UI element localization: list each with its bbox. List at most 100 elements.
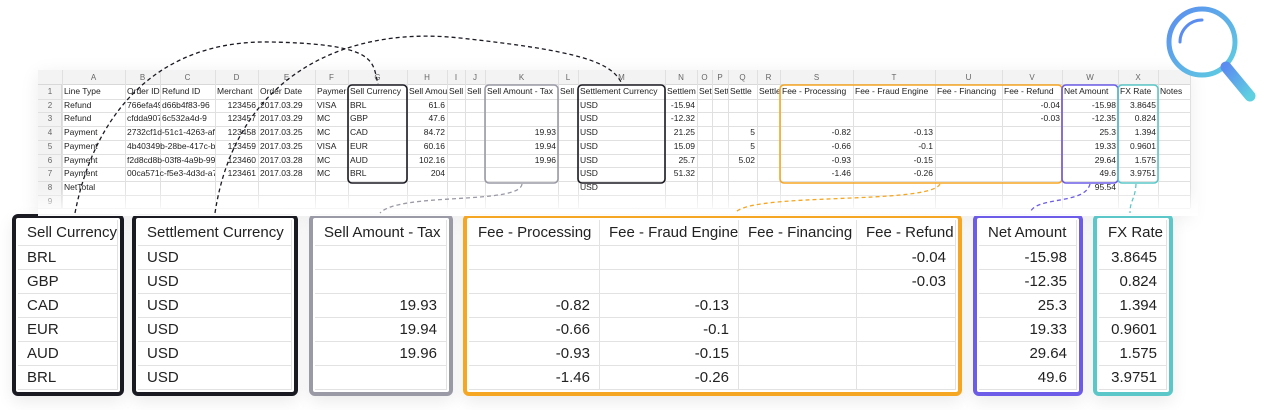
sheet-cell: Sell Amou: [409, 86, 447, 96]
sheet-cell: -0.82: [831, 127, 851, 138]
sheet-cell: FX Rate: [1120, 86, 1152, 96]
sheet-cell: Fee - Fraud Engine: [855, 86, 929, 96]
sheet-cell: Settle: [759, 86, 780, 96]
sheet-cell: 123459: [227, 140, 256, 151]
panel-cell: [315, 270, 447, 294]
sheet-cell: MC: [317, 168, 331, 179]
column-letter: R: [765, 73, 772, 82]
panel-cell: [857, 318, 956, 342]
sheet-cell: GBP: [350, 113, 368, 124]
sheet-cell: -1.46: [831, 168, 851, 179]
row-number: 5: [47, 141, 53, 151]
panel-cell: -1.46: [469, 366, 600, 390]
row-number: 1: [47, 87, 53, 96]
panel-header: Fee - Financing: [739, 220, 857, 246]
row-number: 7: [47, 169, 53, 179]
sheet-cell: 6c532a4d-9: [162, 113, 207, 124]
grid-line: [1190, 70, 1191, 209]
sheet-cell: -15.98: [1091, 99, 1116, 110]
row-header-bar: [38, 85, 62, 209]
sheet-cell: 60.16: [423, 140, 445, 151]
sheet-cell: 51.32: [673, 168, 695, 179]
panel-cell: [600, 270, 739, 294]
column-letter: X: [1135, 73, 1141, 82]
panel-cell: BRL: [18, 366, 118, 390]
panel-cell: USD: [138, 318, 292, 342]
grid-line: [62, 70, 63, 209]
panel-cell: CAD: [18, 294, 118, 318]
sheet-cell: 25.7: [678, 154, 695, 165]
sheet-cell: AUD: [350, 154, 368, 165]
panel-cell: -15.98: [979, 246, 1077, 270]
sheet-cell: 204: [430, 168, 445, 179]
sheet-cell: EUR: [350, 140, 368, 151]
sheet-cell: -0.03: [1040, 113, 1060, 124]
panel-header: Fee - Processing: [469, 220, 600, 246]
column-letter: E: [283, 73, 290, 82]
column-letter: I: [454, 73, 458, 82]
sheet-cell: -0.13: [913, 127, 933, 138]
panel-cell: [315, 366, 447, 390]
panel-cell: 19.94: [315, 318, 447, 342]
panel-cell: -0.93: [469, 342, 600, 366]
sheet-cell: 1.394: [1134, 127, 1156, 138]
panel-cell: AUD: [18, 342, 118, 366]
sheet-cell: Refund: [64, 99, 92, 110]
sheet-cell: 123457: [227, 113, 256, 124]
panel-header: Net Amount: [979, 220, 1077, 246]
panel-header: Fee - Fraud Engine: [600, 220, 739, 246]
sheet-cell: 766efa49-c: [127, 99, 160, 110]
panel-cell: 1.575: [1099, 342, 1167, 366]
sheet-cell: 3.9751: [1130, 168, 1156, 179]
sheet-cell: 2017.03.25: [260, 140, 303, 151]
sheet-cell: 102.16: [419, 154, 445, 165]
sheet-cell: 95.54: [1094, 181, 1116, 192]
panel-cell: GBP: [18, 270, 118, 294]
sheet-cell: Payment: [64, 168, 98, 179]
sheet-cell: Sell Amount - Tax: [487, 86, 553, 96]
column-letter: T: [891, 73, 897, 82]
panel-cell: EUR: [18, 318, 118, 342]
column-letter: M: [618, 73, 625, 82]
sheet-cell: 84.72: [423, 127, 445, 138]
sheet-cell: Payment: [64, 140, 98, 151]
sheet-cell: USD: [580, 140, 598, 151]
sheet-cell: Sett: [699, 86, 712, 96]
sheet-cell: -15.94: [670, 99, 695, 110]
panel-cell: [739, 294, 857, 318]
sheet-cell: Sell Currency: [350, 86, 402, 96]
sheet-fade: [38, 188, 1198, 216]
panel-cell: USD: [138, 366, 292, 390]
row-number: 4: [47, 128, 53, 138]
sheet-cell: 123456: [227, 99, 256, 110]
panel-cell: [739, 246, 857, 270]
sheet-cell: 2732cf1d-51c1-4263-af: [127, 127, 215, 138]
panel-cell: [469, 270, 600, 294]
column-letter: A: [90, 73, 97, 82]
panel-cell: -0.26: [600, 366, 739, 390]
panel-cell: USD: [138, 294, 292, 318]
column-letter: W: [1086, 73, 1094, 82]
sheet-cell: MC: [317, 113, 331, 124]
column-letter: B: [139, 73, 146, 82]
sheet-cell: Order ID: [127, 86, 160, 96]
panel-header: Sell Amount - Tax: [315, 220, 447, 246]
panel-cell: [857, 294, 956, 318]
sheet-cell: 5: [750, 127, 755, 138]
column-letter: Q: [739, 73, 746, 82]
sheet-cell: Sell: [467, 86, 482, 96]
column-letter: V: [1029, 73, 1035, 82]
sheet-cell: Sell: [449, 86, 464, 96]
panel-cell: [600, 246, 739, 270]
sheet-cell: Payment: [64, 154, 98, 165]
column-letter: G: [374, 73, 381, 82]
column-letter: L: [565, 73, 571, 82]
panel-cell: BRL: [18, 246, 118, 270]
column-letter: J: [473, 73, 477, 82]
sheet-cell: Settlement Currency: [580, 86, 658, 96]
sheet-cell: 2017.03.28: [260, 168, 303, 179]
sheet-cell: Order Date: [260, 86, 303, 96]
panel-cell: -0.1: [600, 318, 739, 342]
sheet-cell: 19.96: [534, 154, 556, 165]
